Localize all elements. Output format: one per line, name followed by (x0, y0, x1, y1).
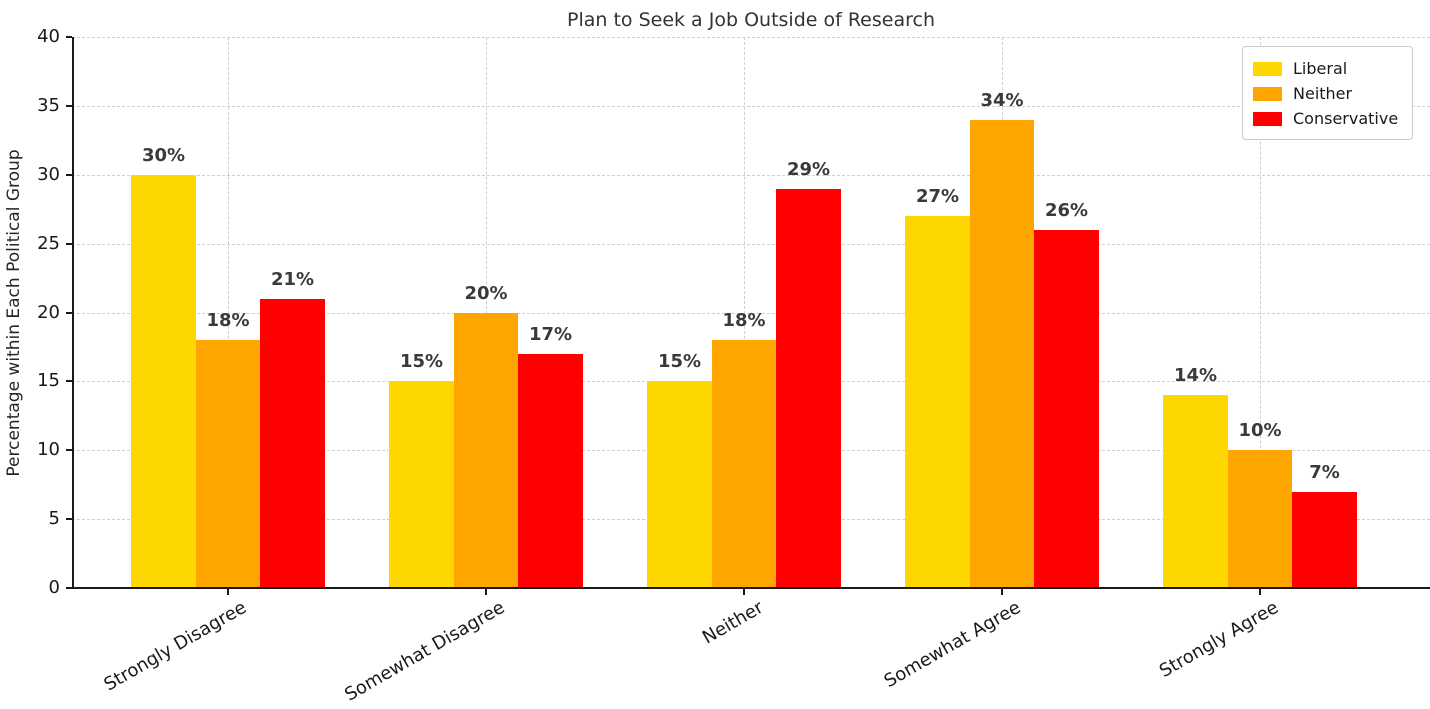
v-gridline (1260, 37, 1261, 588)
y-tick-label: 0 (48, 577, 60, 598)
legend-swatch-neither (1253, 86, 1282, 101)
legend-item: Neither (1253, 81, 1400, 106)
y-tick-label: 30 (37, 163, 60, 185)
y-tick-mark (66, 449, 72, 452)
bar-neither-1 (195, 340, 261, 588)
x-tick-label: Neither (698, 597, 767, 649)
bar-value-label: 7% (1309, 461, 1340, 483)
legend-swatch-conservative (1253, 111, 1282, 126)
bar-neither-2 (453, 312, 519, 588)
legend-label: Neither (1293, 84, 1353, 103)
bar-value-label: 18% (722, 310, 766, 332)
y-tick-mark (66, 242, 72, 245)
bar-liberal-5 (1163, 395, 1228, 588)
y-tick-mark (66, 380, 72, 383)
x-tick-mark (743, 589, 745, 595)
y-tick-label: 40 (37, 26, 60, 47)
bar-value-label: 26% (1044, 199, 1089, 221)
bar-value-label: 27% (915, 186, 960, 208)
y-tick-mark (66, 36, 72, 38)
y-tick-mark (66, 518, 72, 521)
y-tick-label: 20 (37, 301, 60, 323)
bar-value-label: 10% (1238, 420, 1282, 442)
x-tick-label: Strongly Disagree (100, 597, 251, 696)
h-gridline (72, 174, 1430, 176)
bar-conservative-2 (518, 353, 583, 588)
bar-value-label: 14% (1173, 365, 1218, 387)
v-gridline (744, 37, 745, 588)
bar-value-label: 15% (399, 351, 444, 373)
bar-liberal-3 (647, 381, 712, 588)
x-tick-mark (227, 589, 229, 595)
h-gridline (72, 312, 1430, 314)
bar-value-label: 17% (528, 323, 573, 345)
bar-conservative-1 (260, 298, 325, 588)
x-tick-mark (1001, 589, 1003, 595)
bar-liberal-1 (131, 174, 196, 588)
x-axis-line (72, 587, 1430, 589)
legend-item: Conservative (1253, 106, 1400, 131)
chart-title: Plan to Seek a Job Outside of Research (567, 9, 935, 31)
y-tick-mark (66, 311, 72, 314)
bar-value-label: 30% (141, 144, 186, 166)
y-tick-mark (66, 587, 72, 589)
y-tick-mark (66, 173, 72, 176)
bar-value-label: 20% (464, 282, 508, 304)
x-tick-label: Somewhat Agree (880, 597, 1025, 693)
y-tick-label: 10 (37, 439, 60, 461)
bar-liberal-4 (905, 216, 970, 588)
bar-value-label: 15% (657, 351, 702, 373)
y-tick-label: 5 (48, 508, 60, 530)
x-tick-mark (1259, 589, 1261, 595)
bar-liberal-2 (389, 381, 454, 588)
bar-conservative-5 (1292, 491, 1357, 588)
y-axis-line (72, 37, 74, 588)
x-tick-mark (485, 589, 487, 595)
v-gridline (228, 37, 229, 588)
legend-item: Liberal (1253, 56, 1400, 81)
bar-neither-5 (1227, 450, 1293, 588)
bar-value-label: 21% (270, 268, 315, 290)
legend-swatch-liberal (1253, 61, 1282, 76)
bar-conservative-3 (776, 188, 841, 588)
legend-label: Liberal (1293, 59, 1348, 78)
y-tick-mark (66, 104, 72, 107)
bar-neither-3 (711, 340, 777, 588)
h-gridline (72, 37, 1430, 38)
x-tick-label: Strongly Agree (1156, 597, 1283, 682)
bar-conservative-4 (1034, 229, 1099, 588)
bar-value-label: 29% (786, 158, 831, 180)
bar-neither-4 (969, 119, 1035, 588)
x-tick-label: Somewhat Disagree (341, 597, 509, 706)
legend: Liberal Neither Conservative (1242, 46, 1413, 140)
h-gridline (72, 105, 1430, 107)
y-tick-label: 25 (37, 232, 60, 254)
bar-value-label: 34% (980, 89, 1024, 111)
y-tick-label: 15 (37, 370, 60, 392)
bar-value-label: 18% (206, 310, 250, 332)
h-gridline (72, 243, 1430, 245)
y-tick-label: 35 (37, 94, 60, 116)
legend-label: Conservative (1293, 109, 1399, 128)
